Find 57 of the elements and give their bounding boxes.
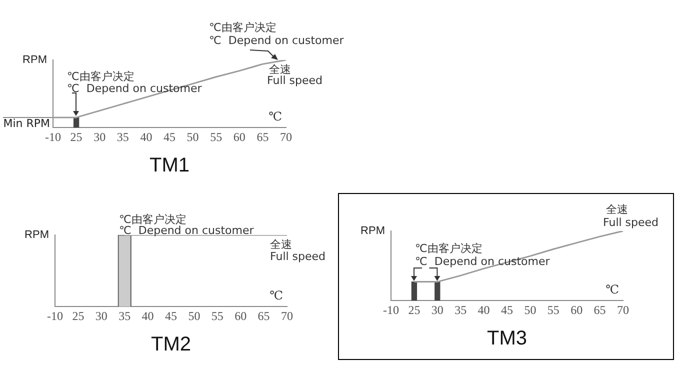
annotation: Full speed: [267, 74, 323, 87]
x-tick-label: 25: [408, 302, 420, 317]
annotation: ℃ Depend on customer: [415, 254, 550, 268]
x-tick-label: -10: [45, 130, 61, 144]
x-tick-label: -10: [383, 302, 399, 317]
x-tick-label: 65: [256, 130, 269, 144]
text: 全速: [606, 202, 628, 216]
text: Full speed: [603, 216, 659, 229]
x-tick-label: 70: [281, 308, 293, 323]
x-tick-label: 55: [547, 302, 560, 317]
x-tick-label: 30: [95, 308, 108, 323]
annotation: 全速: [270, 238, 292, 251]
x-tick-label: 40: [142, 308, 154, 323]
x-tick-label: 25: [70, 130, 82, 144]
x-tick-label: 40: [478, 302, 490, 317]
x-axis-title: ℃: [270, 288, 283, 303]
x-tick-label: 50: [186, 130, 199, 144]
text: ℃由客户决定: [209, 20, 276, 34]
x-tick-label: 35: [116, 130, 129, 144]
x-tick-label: 55: [210, 130, 222, 144]
text: TM2: [151, 334, 191, 356]
x-tick-label: 50: [524, 302, 536, 317]
text: TM1: [150, 154, 190, 177]
x-tick-label: 25: [72, 308, 84, 323]
text: ℃由客户决定: [119, 212, 186, 226]
annotation: 全速: [269, 62, 291, 76]
y-axis-title: RPM: [22, 54, 47, 66]
x-tick-label: 45: [164, 130, 176, 144]
x-tick-label: 60: [233, 130, 246, 144]
x-tick-label: 45: [165, 308, 177, 323]
x-tick-label: 70: [280, 130, 292, 144]
x-tick-label: 35: [118, 308, 131, 323]
x-tick-label: 30: [94, 130, 106, 144]
x-axis-title: ℃: [606, 282, 619, 297]
y-axis-title: RPM: [360, 225, 385, 238]
ref-line-label: Min RPM: [3, 116, 50, 130]
annotation: ℃ Depend on customer: [119, 224, 254, 237]
x-tick-label: -10: [47, 308, 63, 323]
annotation: ℃ Depend on customer: [67, 82, 202, 95]
x-tick-label: 40: [140, 130, 152, 144]
x-tick-label: 70: [617, 302, 629, 317]
x-tick-label: 45: [501, 302, 513, 317]
annotation: Full speed: [270, 250, 326, 263]
x-tick-label: 65: [258, 308, 270, 323]
text: TM3: [487, 328, 527, 350]
annotation: ℃由客户决定: [67, 70, 134, 83]
x-tick-label: 35: [454, 302, 467, 317]
x-tick-label: 55: [211, 308, 224, 323]
x-axis-title: ℃: [268, 110, 282, 124]
annotation: ℃由客户决定: [415, 242, 482, 255]
x-tick-label: 50: [188, 308, 200, 323]
x-tick-label: 60: [570, 302, 583, 317]
x-tick-label: 30: [431, 302, 444, 317]
x-tick-label: 60: [234, 308, 247, 323]
y-axis-title: RPM: [24, 229, 49, 242]
x-tick-label: 65: [594, 302, 606, 317]
text: ℃ Depend on customer: [209, 34, 344, 47]
